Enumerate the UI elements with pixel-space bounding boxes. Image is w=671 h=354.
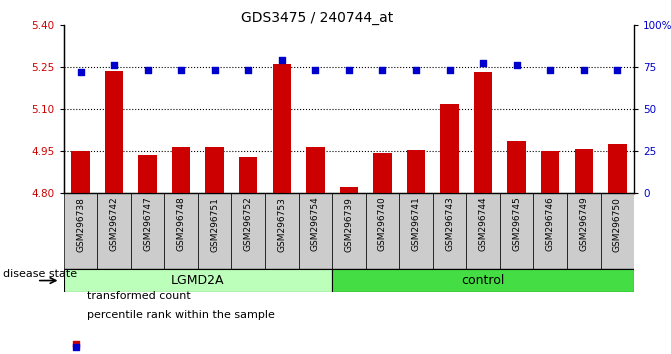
Bar: [272, 64, 291, 193]
Bar: [340, 187, 358, 193]
Bar: [507, 141, 526, 193]
Point: [578, 67, 589, 73]
Text: GSM296748: GSM296748: [176, 197, 186, 251]
Bar: [440, 104, 459, 193]
Text: LGMD2A: LGMD2A: [171, 274, 225, 287]
Text: GSM296746: GSM296746: [546, 197, 555, 251]
Text: GSM296742: GSM296742: [109, 197, 119, 251]
Point: [310, 67, 321, 73]
Point: [75, 69, 86, 75]
Bar: [601, 193, 634, 269]
Text: GSM296747: GSM296747: [143, 197, 152, 251]
Bar: [105, 71, 123, 193]
Text: transformed count: transformed count: [87, 291, 191, 301]
Text: disease state: disease state: [3, 269, 77, 279]
Text: GSM296751: GSM296751: [210, 197, 219, 252]
Point: [142, 67, 153, 73]
Bar: [299, 193, 332, 269]
Text: GSM296743: GSM296743: [445, 197, 454, 251]
Bar: [466, 193, 500, 269]
Bar: [567, 193, 601, 269]
Bar: [332, 193, 366, 269]
Bar: [407, 150, 425, 193]
Point: [478, 61, 488, 66]
Point: [344, 67, 354, 73]
Text: GSM296753: GSM296753: [277, 197, 287, 252]
Text: GSM296741: GSM296741: [411, 197, 421, 251]
Bar: [239, 157, 258, 193]
Bar: [71, 151, 90, 193]
Text: percentile rank within the sample: percentile rank within the sample: [87, 310, 275, 320]
Bar: [306, 147, 325, 193]
Text: control: control: [462, 274, 505, 287]
Point: [444, 67, 455, 73]
Text: GSM296749: GSM296749: [579, 197, 588, 251]
Bar: [373, 153, 392, 193]
Text: GSM296740: GSM296740: [378, 197, 387, 251]
Bar: [399, 193, 433, 269]
Text: GSM296738: GSM296738: [76, 197, 85, 252]
Bar: [64, 193, 97, 269]
Bar: [231, 193, 265, 269]
Bar: [474, 73, 493, 193]
Text: GSM296754: GSM296754: [311, 197, 320, 251]
Bar: [164, 193, 198, 269]
Bar: [265, 193, 299, 269]
Point: [612, 67, 623, 73]
Text: GSM296750: GSM296750: [613, 197, 622, 252]
Bar: [332, 269, 634, 292]
Text: GSM296752: GSM296752: [244, 197, 253, 251]
Bar: [172, 147, 191, 193]
Point: [377, 67, 388, 73]
Bar: [97, 193, 131, 269]
Bar: [131, 193, 164, 269]
Bar: [433, 193, 466, 269]
Text: GSM296739: GSM296739: [344, 197, 354, 252]
Bar: [205, 147, 224, 193]
Point: [545, 67, 556, 73]
Point: [109, 62, 119, 68]
Point: [176, 67, 187, 73]
Bar: [541, 151, 560, 193]
Bar: [198, 193, 231, 269]
Point: [243, 67, 254, 73]
Point: [511, 62, 522, 68]
Bar: [138, 155, 157, 193]
Point: [276, 57, 287, 63]
Bar: [574, 149, 593, 193]
Text: GDS3475 / 240744_at: GDS3475 / 240744_at: [241, 11, 393, 25]
Text: GSM296744: GSM296744: [478, 197, 488, 251]
Text: GSM296745: GSM296745: [512, 197, 521, 251]
Bar: [366, 193, 399, 269]
Bar: [64, 269, 332, 292]
Point: [411, 67, 421, 73]
Bar: [533, 193, 567, 269]
Bar: [500, 193, 533, 269]
Point: [209, 67, 220, 73]
Bar: [608, 144, 627, 193]
